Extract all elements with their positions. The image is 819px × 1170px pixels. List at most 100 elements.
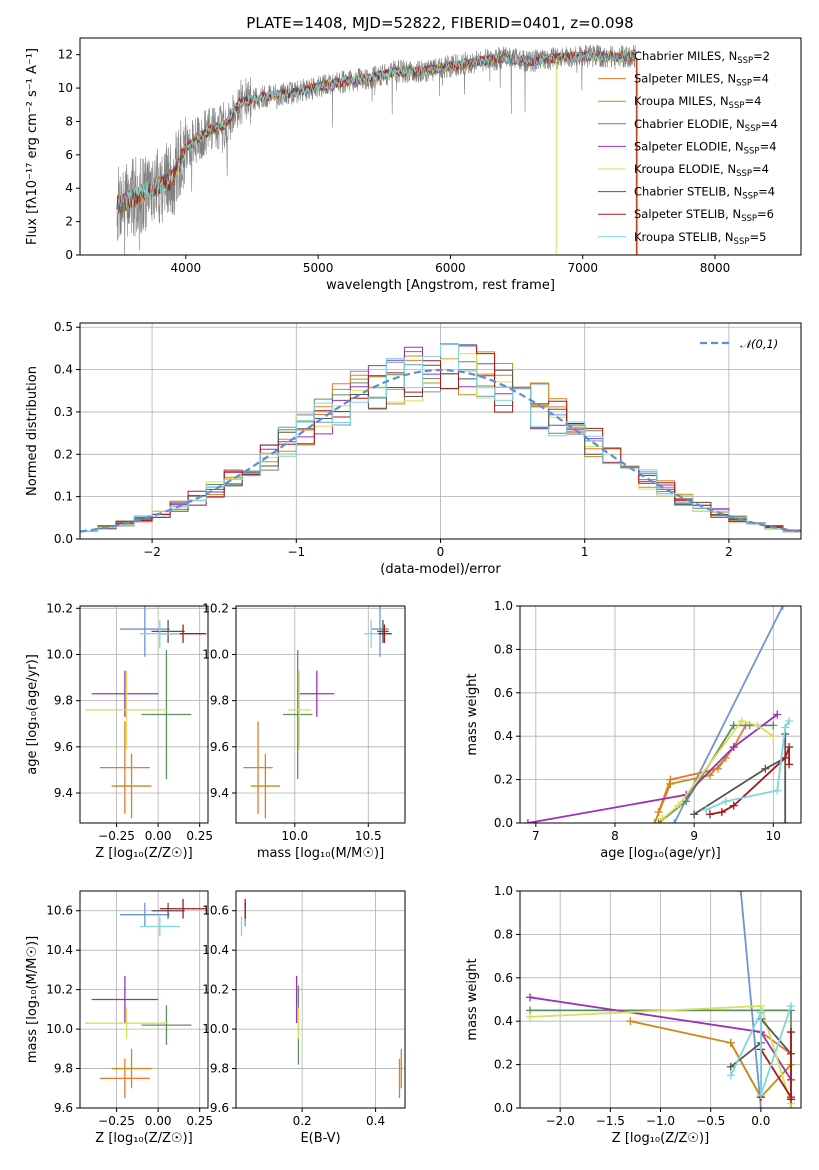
mass-weight-line-0 <box>739 891 762 1108</box>
mass-weight-marker <box>785 760 794 769</box>
residuals-panel: −2 −1 0 1 2 0.0 0.1 0.2 0.3 0.4 0.5 (data-model)/er… <box>25 320 802 577</box>
x-axis-label: mass [log₁₀(M/M☉)] <box>257 846 384 861</box>
legend-entry: Salpeter MILES, NSSP=4 <box>634 72 769 89</box>
y-tick-label: 10 <box>58 81 73 95</box>
y-tick-label: 10.4 <box>202 943 229 957</box>
mass-weight-marker <box>729 721 738 730</box>
legend-entry: Chabrier MILES, NSSP=2 <box>634 49 770 66</box>
y-tick-label: 8 <box>65 114 73 128</box>
mass-weight-marker <box>756 1090 765 1099</box>
x-tick-label: 0.0 <box>751 1114 770 1128</box>
y-tick-label: 0.5 <box>54 320 73 334</box>
y-tick-label: 10.6 <box>202 904 229 918</box>
mass-weight-marker <box>654 819 663 823</box>
y-tick-label: 9.8 <box>210 1062 229 1076</box>
x-tick-label: 9 <box>690 829 698 843</box>
y-tick-label: 10.2 <box>46 983 73 997</box>
mass-weight-marker <box>737 717 746 726</box>
y-tick-label: 10.4 <box>46 943 73 957</box>
mass-weight-marker <box>786 1095 795 1104</box>
x-tick-label: 5000 <box>303 261 334 275</box>
x-tick-label: −0.25 <box>98 1114 135 1128</box>
mass-weight-marker <box>769 721 778 730</box>
legend-entry: Salpeter ELODIE, NSSP=4 <box>634 139 777 156</box>
mass-weight-marker <box>761 764 770 773</box>
plot-area <box>523 606 794 823</box>
mass-weight-marker <box>721 797 730 806</box>
y-tick-label: 0.2 <box>494 1058 513 1072</box>
plot-area <box>240 898 402 1099</box>
mass_weight_vs_age-panel: 7 8 9 10 0.0 0.2 0.4 0.6 0.8 1.0 age [log₁₀(age/yr… <box>465 599 802 861</box>
mass-weight-marker <box>785 743 794 752</box>
y-tick-label: 0.0 <box>494 816 513 830</box>
x-tick-label: 10 <box>766 829 781 843</box>
mass-weight-line-8 <box>729 1005 792 1096</box>
y-tick-label: 10.2 <box>202 601 229 615</box>
y-tick-label: 10.6 <box>46 904 73 918</box>
y-tick-label: 10.0 <box>46 1022 73 1036</box>
plot-area <box>526 891 795 1108</box>
legend-entry: Salpeter STELIB, NSSP=6 <box>634 207 774 224</box>
x-tick-label: 10.0 <box>281 829 308 843</box>
y-tick-label: 0.4 <box>494 729 513 743</box>
x-tick-label: 0.2 <box>293 1114 312 1128</box>
x-tick-label: 4000 <box>171 261 202 275</box>
y-tick-label: 6 <box>65 148 73 162</box>
mass-weight-marker <box>756 1104 765 1108</box>
model-spectrum-7 <box>116 50 636 213</box>
y-axis-label: Flux [fλ10⁻¹⁷ erg cm⁻² s⁻¹ A⁻¹] <box>25 48 40 245</box>
y-tick-label: 0.6 <box>494 686 513 700</box>
x-tick-label: 7000 <box>567 261 598 275</box>
y-tick-label: 0.6 <box>494 971 513 985</box>
mass-weight-marker <box>526 993 535 1002</box>
x-tick-label: 8000 <box>700 261 731 275</box>
y-tick-label: 9.6 <box>54 740 73 754</box>
plot-area <box>116 44 638 255</box>
mass-weight-line-4 <box>527 713 778 823</box>
x-axis-label: E(B-V) <box>300 1131 340 1146</box>
mass-weight-marker <box>690 810 699 819</box>
axes-frame <box>519 605 802 824</box>
mass-weight-marker <box>729 743 738 752</box>
legend-entry: Chabrier ELODIE, NSSP=4 <box>634 117 778 134</box>
age_vs_mass-panel: 10.0 10.5 9.4 9.6 9.8 10.0 10.2 mass [log₁₀(M/M… <box>202 601 406 861</box>
y-axis-label: age [log₁₀(age/yr)] <box>25 654 40 775</box>
y-tick-label: 2 <box>65 215 73 229</box>
y-axis-label: mass weight <box>465 673 480 755</box>
legend-entry: Kroupa STELIB, NSSP=5 <box>634 230 766 247</box>
y-tick-label: 0.4 <box>494 1014 513 1028</box>
x-tick-label: 6000 <box>435 261 466 275</box>
plot-area <box>84 898 207 1099</box>
y-tick-label: 0.2 <box>54 447 73 461</box>
y-tick-label: 4 <box>65 181 73 195</box>
mass-weight-line-7 <box>709 746 790 816</box>
mass-weight-marker <box>778 606 787 610</box>
legend-entry: Kroupa MILES, NSSP=4 <box>634 94 761 111</box>
x-axis-label: Z [log₁₀(Z/Z☉)] <box>95 846 192 861</box>
y-tick-label: 9.8 <box>210 694 229 708</box>
plot-area <box>84 606 207 819</box>
x-tick-label: −0.5 <box>696 1114 725 1128</box>
x-axis-label: Z [log₁₀(Z/Z☉)] <box>95 1131 192 1146</box>
y-tick-label: 0.0 <box>494 1101 513 1115</box>
mass-weight-marker <box>726 1038 735 1047</box>
mass-weight-marker <box>785 717 794 726</box>
axes-frame <box>79 37 802 256</box>
x-axis-label: age [log₁₀(age/yr)] <box>600 846 721 861</box>
mass-weight-marker <box>773 710 782 719</box>
x-tick-label: 7 <box>532 829 540 843</box>
plot-area <box>80 343 801 533</box>
mass_vs_Z-panel: −0.25 0.00 0.25 9.6 9.8 10.0 10.2 10.4 10.6 Z [lo… <box>25 890 213 1146</box>
mass-weight-marker <box>670 819 679 823</box>
mass-weight-marker <box>786 1028 795 1037</box>
y-tick-label: 1.0 <box>494 599 513 613</box>
mass-weight-marker <box>674 801 683 810</box>
x-tick-label: 0.4 <box>366 1114 385 1128</box>
mass-weight-marker <box>786 1002 795 1011</box>
y-tick-label: 0.4 <box>54 363 73 377</box>
plot-area <box>243 606 392 819</box>
y-tick-label: 9.8 <box>54 694 73 708</box>
model-spectrum-8 <box>116 50 636 214</box>
y-tick-label: 10.0 <box>202 647 229 661</box>
y-tick-label: 0 <box>65 248 73 262</box>
